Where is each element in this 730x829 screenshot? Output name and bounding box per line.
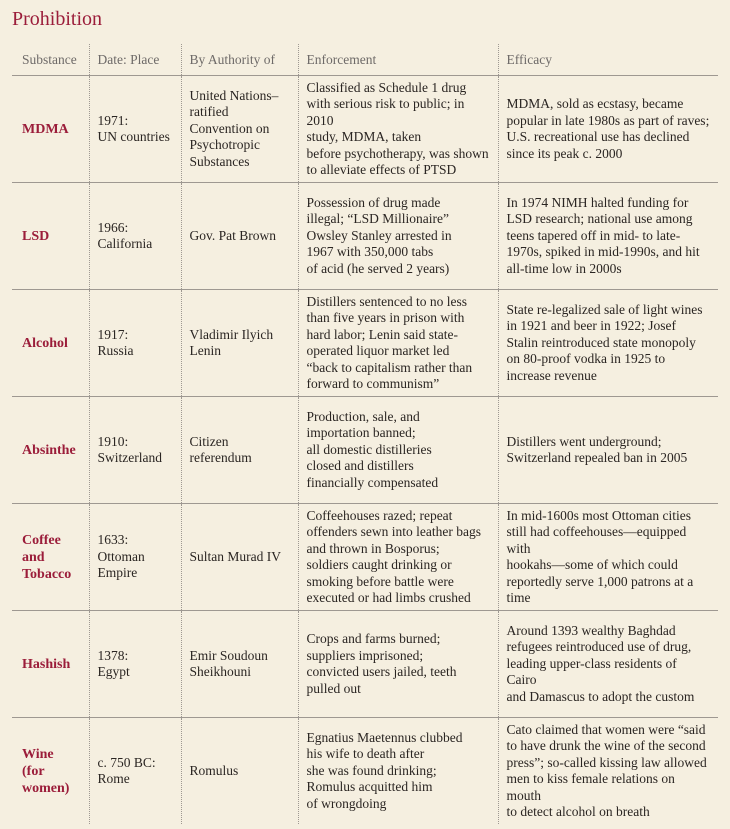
header-date-place: Date: Place (88, 44, 181, 76)
cell-substance: LSD (12, 182, 89, 290)
table-row: Alcohol 1917: Russia Vladimir Ilyich Len… (12, 289, 718, 397)
header-authority: By Authority of (180, 44, 298, 76)
table-row: Wine (for women) c. 750 BC: Rome Romulus… (12, 717, 718, 824)
cell-enforcement: Egnatius Maetennus clubbed his wife to d… (297, 717, 498, 824)
cell-date-place: 1910: Switzerland (88, 396, 181, 504)
cell-efficacy: Distillers went underground; Switzerland… (497, 396, 718, 504)
table-row: Coffee and Tobacco 1633: Ottoman Empire … (12, 503, 718, 611)
cell-authority: Gov. Pat Brown (180, 182, 298, 290)
cell-efficacy: Around 1393 wealthy Baghdad refugees rei… (497, 610, 718, 718)
cell-efficacy: In mid-1600s most Ottoman cities still h… (497, 503, 718, 611)
cell-efficacy: Cato claimed that women were “said to ha… (497, 717, 718, 824)
cell-enforcement: Production, sale, and importation banned… (297, 396, 498, 504)
cell-date-place: 1378: Egypt (88, 610, 181, 718)
table-row: Hashish 1378: Egypt Emir Soudoun Sheikho… (12, 610, 718, 718)
table-row: MDMA 1971: UN countries United Nations– … (12, 75, 718, 183)
cell-substance: Wine (for women) (22, 746, 70, 796)
cell-efficacy: State re-legalized sale of light wines i… (497, 289, 718, 397)
prohibition-table: Substance Date: Place By Authority of En… (12, 44, 718, 824)
cell-enforcement: Classified as Schedule 1 drug with serio… (297, 75, 498, 183)
cell-authority: Sultan Murad IV (180, 503, 298, 611)
cell-date-place: 1966: California (88, 182, 181, 290)
cell-authority: United Nations– ratified Convention on P… (180, 75, 298, 183)
cell-authority: Vladimir Ilyich Lenin (180, 289, 298, 397)
cell-enforcement: Distillers sentenced to no less than fiv… (297, 289, 498, 397)
cell-efficacy: MDMA, sold as ecstasy, became popular in… (497, 75, 718, 183)
cell-enforcement: Crops and farms burned; suppliers impris… (297, 610, 498, 718)
header-row: Substance Date: Place By Authority of En… (12, 44, 718, 76)
header-enforcement: Enforcement (297, 44, 498, 76)
cell-date-place: 1917: Russia (88, 289, 181, 397)
cell-authority: Romulus (180, 717, 298, 824)
header-substance: Substance (12, 44, 89, 76)
cell-substance: Coffee and Tobacco (12, 503, 89, 611)
cell-substance: MDMA (12, 75, 89, 183)
header-efficacy: Efficacy (497, 44, 718, 76)
page-title: Prohibition (12, 8, 103, 30)
cell-authority: Emir Soudoun Sheikhouni (180, 610, 298, 718)
cell-authority: Citizen referendum (180, 396, 298, 504)
cell-enforcement: Coffeehouses razed; repeat offenders sew… (297, 503, 498, 611)
cell-date-place: c. 750 BC: Rome (88, 717, 181, 824)
cell-substance: Hashish (12, 610, 89, 718)
cell-date-place: 1971: UN countries (88, 75, 181, 183)
table-row: Absinthe 1910: Switzerland Citizen refer… (12, 396, 718, 504)
cell-date-place: 1633: Ottoman Empire (88, 503, 181, 611)
cell-enforcement: Possession of drug made illegal; “LSD Mi… (297, 182, 498, 290)
cell-efficacy: In 1974 NIMH halted funding for LSD rese… (497, 182, 718, 290)
cell-substance: Alcohol (12, 289, 89, 397)
table-row: LSD 1966: California Gov. Pat Brown Poss… (12, 182, 718, 290)
cell-substance: Absinthe (12, 396, 89, 504)
